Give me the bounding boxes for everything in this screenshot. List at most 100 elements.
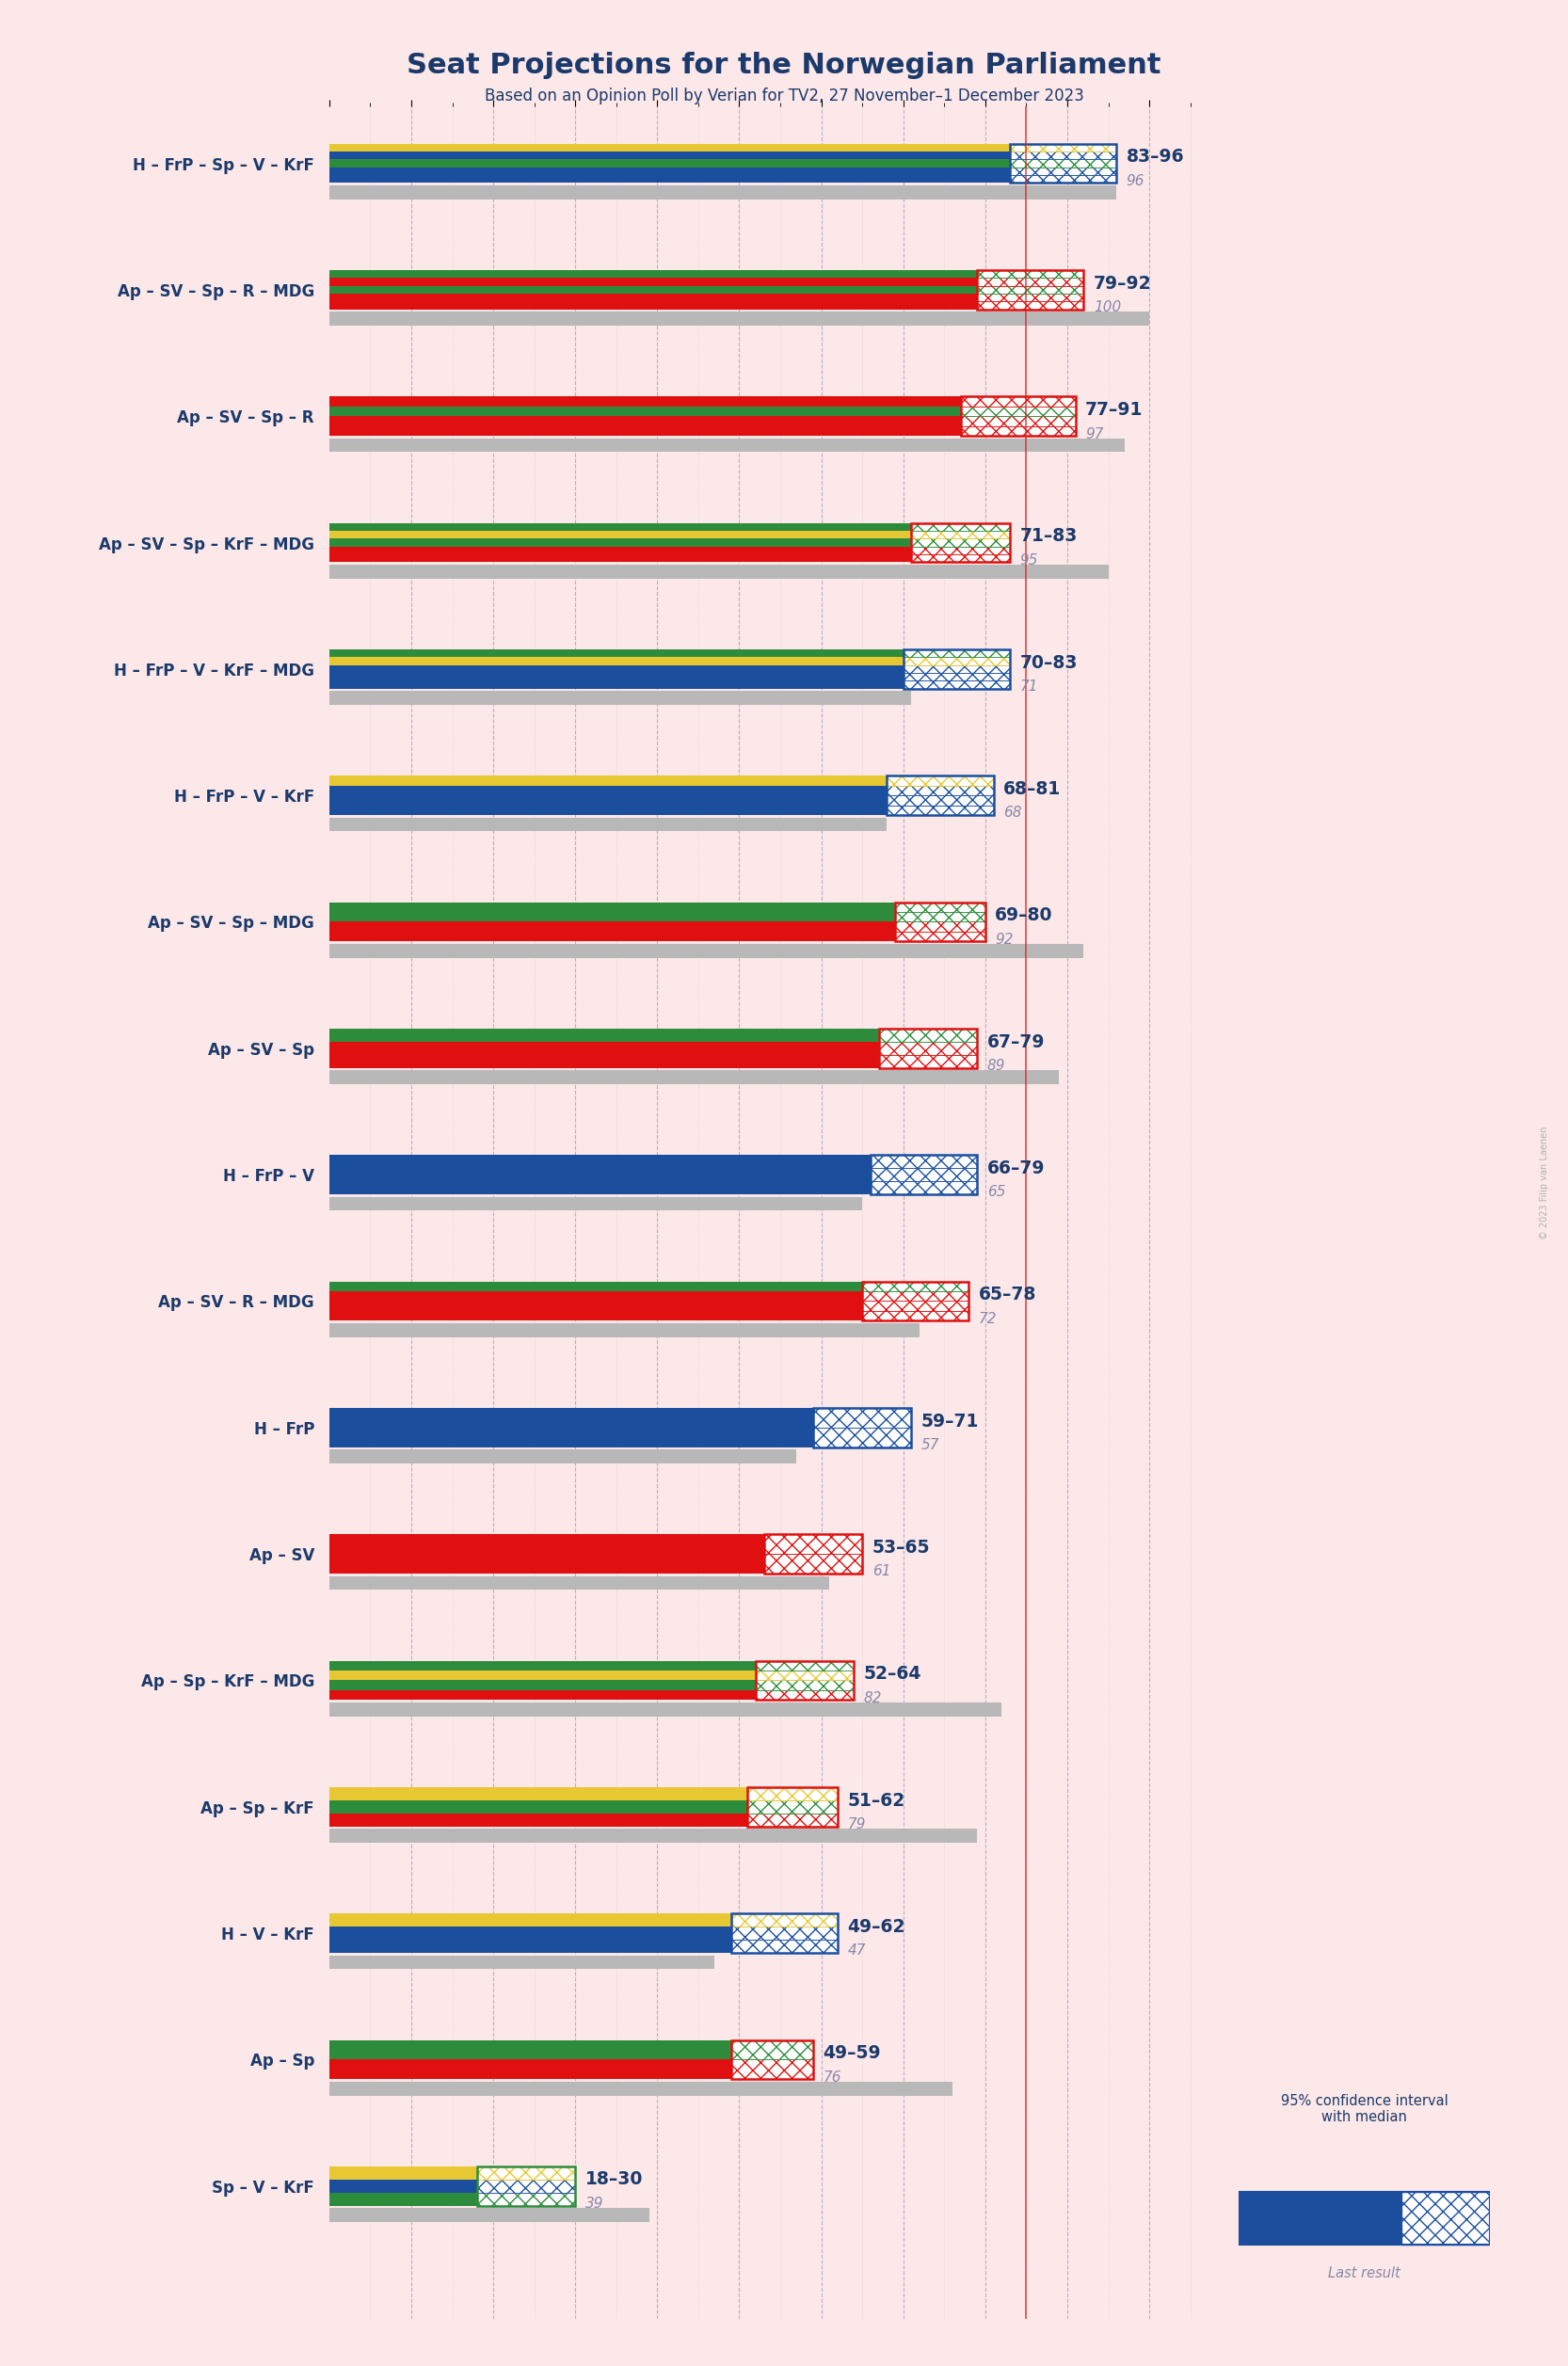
Bar	[961, 407, 1076, 416]
Bar	[329, 1282, 862, 1292]
Bar	[814, 1408, 911, 1427]
Bar	[477, 2179, 575, 2193]
Bar	[329, 547, 911, 554]
Bar	[1010, 144, 1116, 151]
Bar	[329, 911, 895, 923]
Text: 65–78: 65–78	[978, 1285, 1036, 1304]
Bar	[329, 407, 961, 416]
Bar	[329, 2193, 477, 2205]
Bar	[903, 672, 1010, 681]
Text: 65: 65	[986, 1185, 1005, 1200]
Text: 72: 72	[978, 1311, 997, 1325]
Bar	[329, 530, 911, 539]
Bar	[329, 159, 1010, 168]
Bar	[977, 270, 1083, 310]
Bar	[887, 776, 994, 786]
Bar	[862, 1282, 969, 1292]
Bar	[1010, 159, 1116, 168]
Bar	[1239, 2191, 1402, 2245]
Text: 71: 71	[1019, 679, 1038, 693]
Text: 57: 57	[922, 1439, 939, 1453]
Bar	[329, 932, 895, 942]
Bar	[977, 300, 1083, 310]
Bar	[329, 2167, 477, 2179]
Bar	[870, 1181, 977, 1195]
Text: 53–65: 53–65	[872, 1538, 930, 1557]
Text: 89: 89	[986, 1060, 1005, 1074]
Bar	[329, 1301, 862, 1311]
Bar	[329, 144, 1010, 151]
Bar	[329, 565, 1109, 580]
Bar	[903, 648, 1010, 658]
Text: 95% confidence interval
with median: 95% confidence interval with median	[1281, 2094, 1447, 2125]
Bar	[731, 1926, 837, 1940]
Text: 69–80: 69–80	[996, 906, 1054, 925]
Text: 82: 82	[864, 1692, 883, 1706]
Bar	[1010, 151, 1116, 159]
Bar	[329, 426, 961, 435]
Bar	[862, 1311, 969, 1320]
Bar	[329, 293, 977, 300]
Bar	[903, 658, 1010, 665]
Bar	[961, 416, 1076, 426]
Bar	[748, 1786, 837, 1827]
Bar	[329, 1926, 731, 1940]
Bar	[329, 681, 903, 689]
Bar	[911, 523, 1010, 530]
Bar	[329, 691, 911, 705]
Bar	[329, 672, 903, 681]
Bar	[911, 523, 1010, 563]
Bar	[329, 185, 1116, 199]
Text: Seat Projections for the Norwegian Parliament: Seat Projections for the Norwegian Parli…	[406, 52, 1162, 80]
Bar	[329, 151, 1010, 159]
Bar	[329, 286, 977, 293]
Bar	[329, 923, 895, 932]
Bar	[911, 539, 1010, 547]
Text: 96: 96	[1126, 175, 1145, 189]
Bar	[961, 397, 1076, 407]
Bar	[329, 1954, 715, 1969]
Text: 77–91: 77–91	[1085, 400, 1143, 419]
Bar	[961, 426, 1076, 435]
Bar	[731, 2039, 814, 2080]
Bar	[895, 911, 985, 923]
Text: 71–83: 71–83	[1019, 528, 1077, 544]
Bar	[911, 554, 1010, 563]
Bar	[329, 1181, 870, 1195]
Text: 49–59: 49–59	[823, 2044, 881, 2063]
Text: 100: 100	[1093, 300, 1121, 315]
Text: 95: 95	[1019, 554, 1038, 568]
Bar	[329, 795, 887, 804]
Bar	[329, 1197, 862, 1211]
Bar	[329, 1155, 870, 1169]
Bar	[329, 1292, 862, 1301]
Bar	[870, 1169, 977, 1181]
Bar	[329, 1055, 878, 1067]
Text: 68: 68	[1004, 807, 1022, 821]
Bar	[329, 1704, 1002, 1715]
Bar	[961, 397, 1076, 435]
Bar	[329, 438, 1124, 452]
Bar	[329, 175, 1010, 182]
Bar	[903, 648, 1010, 689]
Bar	[329, 1427, 814, 1448]
Text: 52–64: 52–64	[864, 1666, 922, 1682]
Bar	[329, 2207, 649, 2222]
Text: 59–71: 59–71	[922, 1413, 978, 1429]
Bar	[329, 279, 977, 286]
Bar	[329, 776, 887, 786]
Bar	[329, 1069, 1058, 1084]
Bar	[329, 786, 887, 795]
Text: 70–83: 70–83	[1019, 653, 1077, 672]
Bar	[895, 901, 985, 942]
Bar	[329, 1940, 731, 1952]
Bar	[329, 300, 977, 310]
Bar	[731, 2058, 814, 2080]
Bar	[477, 2167, 575, 2205]
Text: 51–62: 51–62	[847, 1791, 905, 1810]
Bar	[329, 1670, 756, 1680]
Bar	[329, 1786, 748, 1801]
Bar	[878, 1029, 977, 1067]
Bar	[477, 2167, 575, 2179]
Bar	[887, 786, 994, 795]
